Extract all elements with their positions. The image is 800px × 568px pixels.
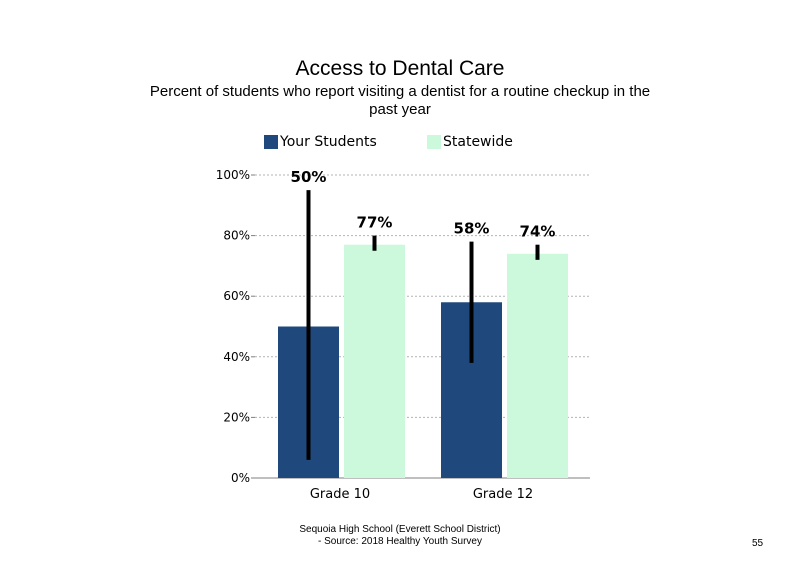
bar-statewide [507, 253, 568, 478]
x-category-label: Grade 10 [310, 487, 370, 502]
data-label: 74% [520, 223, 556, 241]
chart-title: Access to Dental Care [295, 57, 505, 80]
data-label: 50% [291, 168, 327, 186]
legend-item-your-students: Your Students [264, 133, 377, 151]
y-tick-label: 100% [216, 168, 250, 182]
footer-school: Sequoia High School (Everett School Dist… [299, 524, 501, 535]
x-category-label: Grade 12 [473, 487, 533, 502]
legend: Your Students Statewide [0, 133, 800, 153]
y-tick-label: 0% [231, 471, 250, 485]
data-label: 58% [454, 220, 490, 238]
legend-item-statewide: Statewide [427, 133, 513, 151]
bar-statewide [344, 244, 405, 478]
chart-subtitle: Percent of students who report visiting … [149, 83, 651, 118]
page-number: 55 [752, 538, 764, 549]
legend-label-statewide: Statewide [443, 134, 513, 150]
y-tick-label: 40% [223, 350, 250, 364]
y-tick-label: 60% [223, 289, 250, 303]
legend-swatch-your-students [264, 135, 278, 149]
y-tick-label: 20% [223, 410, 250, 424]
data-label: 77% [357, 214, 393, 232]
legend-swatch-statewide [427, 135, 441, 149]
y-tick-label: 80% [223, 229, 250, 243]
footer-source: - Source: 2018 Healthy Youth Survey [318, 536, 482, 547]
footer: Sequoia High School (Everett School Dist… [250, 524, 550, 548]
legend-label-your-students: Your Students [280, 134, 377, 150]
